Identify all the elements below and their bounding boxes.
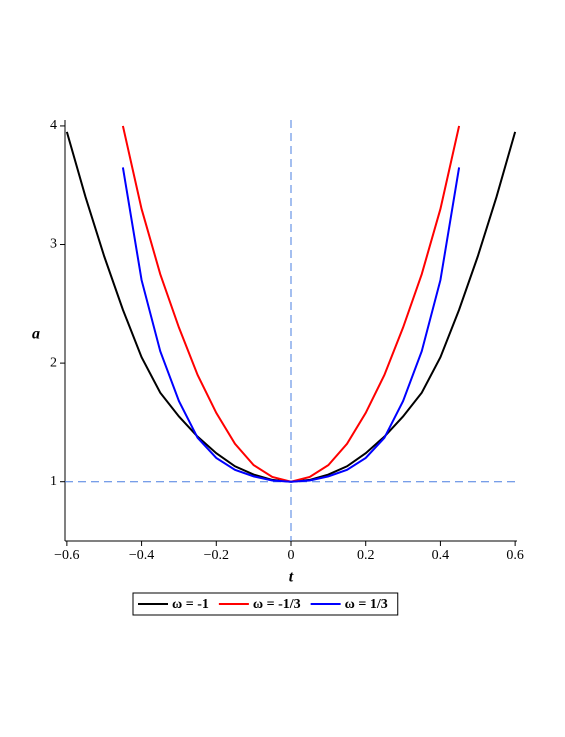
x-tick-label: 0.2 (357, 548, 375, 563)
x-tick-label: −0.4 (129, 548, 154, 563)
legend-box (132, 592, 399, 616)
y-tick-label: 3 (50, 237, 57, 252)
legend-label: ω = -1 (172, 597, 209, 612)
y-axis-label: a (32, 326, 40, 343)
x-tick-label: 0 (288, 548, 295, 563)
x-axis-label: t (289, 569, 294, 586)
x-tick-label: −0.2 (204, 548, 229, 563)
legend: ω = -1 ω = -1/3 ω = 1/3 (132, 592, 399, 616)
y-tick-label: 4 (50, 118, 57, 133)
x-tick-label: −0.6 (54, 548, 79, 563)
legend-label: ω = 1/3 (345, 597, 388, 612)
x-tick-label: 0.4 (432, 548, 450, 563)
y-tick-label: 1 (50, 474, 57, 489)
x-tick-label: 0.6 (506, 548, 524, 563)
plot-area (65, 125, 517, 483)
y-tick-label: 2 (50, 355, 57, 370)
data-line (121, 167, 461, 483)
legend-label: ω = -1/3 (253, 597, 301, 612)
